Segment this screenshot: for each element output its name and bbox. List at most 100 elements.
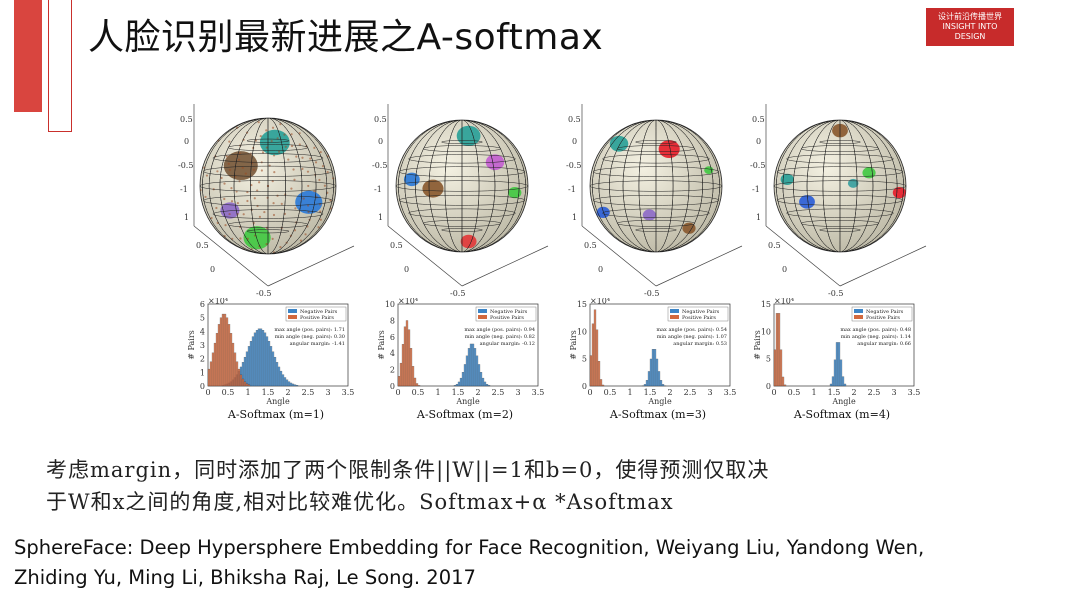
sphere-latitude (246, 229, 290, 234)
histogram-bar (251, 336, 255, 387)
sphere-latitude (602, 154, 710, 164)
histogram-bar (651, 349, 655, 387)
sphere-tick-label: -0.5 (178, 161, 193, 170)
histogram-bar (411, 366, 415, 387)
sphere-meridian (782, 120, 898, 252)
histogram-bar (781, 376, 785, 387)
sphere-axis (193, 225, 269, 287)
sphere-point (284, 145, 287, 148)
body-text-line1: 考虑margin，同时添加了两个限制条件||W||=1和b=0，使得预测仅取决 (46, 458, 770, 482)
y-tick-label: 15 (577, 300, 587, 309)
sphere-point (228, 212, 231, 216)
histogram-bar (465, 355, 469, 387)
y-scale-label: ×10⁴ (208, 298, 228, 306)
y-tick-label: 0 (582, 382, 587, 391)
histogram-bar (777, 313, 781, 387)
sphere-point (292, 168, 295, 171)
histogram-bar (293, 384, 297, 387)
histogram-bar (773, 349, 777, 387)
sphere-plot-m3: 0.5 0 -0.5 -1 1 0.5 0 -0.5 (566, 104, 743, 296)
histogram-bar (223, 313, 227, 387)
sphere-point (323, 184, 326, 187)
sphere-point (306, 170, 310, 173)
sphere-content (590, 120, 722, 252)
y-scale-label: ×10⁴ (398, 298, 418, 306)
sphere-tick-label: -0.5 (450, 289, 465, 296)
histogram-bar (473, 348, 477, 387)
sphere-point (271, 237, 274, 241)
sphere-cluster (508, 186, 522, 199)
x-tick-label: 2 (851, 388, 856, 397)
sphere-latitude (786, 208, 894, 218)
histogram-bar (267, 341, 271, 387)
sphere-point (307, 184, 310, 188)
sphere-meridian (609, 120, 703, 252)
histogram-bar (835, 342, 839, 387)
sphere-tick-label: 0 (378, 137, 383, 146)
x-tick-label: 2 (667, 388, 672, 397)
sphere-point (279, 123, 282, 126)
sphere-point (279, 245, 282, 249)
sphere-latitude (819, 228, 861, 232)
sphere-meridian (444, 120, 480, 252)
sphere-point (321, 165, 325, 168)
sphere-tick-label: 0.5 (196, 241, 209, 250)
histogram-bar (261, 330, 265, 387)
legend-label: Positive Pairs (682, 315, 716, 321)
sphere-content (200, 118, 336, 254)
sphere-point (266, 184, 270, 188)
histogram-m1: 0 1 2 3 4 5 6 0 0.5 1 1.5 2 2.5 3 3.5 ×10⁴ Angle # Pairs N… (187, 298, 354, 406)
histogram-bar (471, 343, 475, 387)
sphere-point (230, 187, 233, 190)
legend-label: Negative Pairs (866, 309, 904, 315)
sphere-cluster (642, 209, 656, 221)
histogram-bar (477, 364, 481, 387)
histogram-bar (211, 352, 215, 387)
histogram-bar (661, 384, 665, 387)
x-tick-label: 0.5 (222, 388, 235, 397)
sphere-cluster (780, 173, 794, 186)
legend-label: Positive Pairs (300, 315, 334, 321)
x-tick-label: 2 (285, 388, 290, 397)
sphere-latitude (774, 180, 906, 192)
histogram-bar (259, 328, 263, 387)
sphere-point (258, 181, 261, 184)
stats-label: min angle (neg. pairs): 0.82 (465, 333, 535, 340)
sphere-latitude (246, 138, 290, 143)
sphere-latitude (212, 153, 324, 163)
sphere-meridian (638, 120, 674, 252)
sphere-point (244, 172, 247, 175)
sphere-tick-label: -0.5 (256, 289, 271, 296)
sphere-content (396, 120, 528, 252)
sphere-point (200, 189, 202, 192)
sphere-point (287, 158, 290, 161)
sphere-tick-label: -0.5 (750, 161, 765, 170)
sphere-point (227, 162, 230, 165)
sphere-point (290, 187, 293, 190)
sphere-cluster (609, 135, 629, 152)
histogram-bar (645, 380, 649, 387)
sphere-tick-label: -0.5 (644, 289, 659, 296)
histogram-bar (289, 382, 293, 387)
y-tick-label: 10 (761, 327, 771, 336)
sphere-point (272, 154, 276, 157)
sphere-tick-label: 1 (378, 213, 383, 222)
sphere-latitude (203, 195, 333, 207)
sphere-point (319, 150, 322, 154)
histogram-bar (221, 313, 225, 387)
y-tick-label: 3 (200, 341, 205, 350)
sphere-point (260, 169, 263, 172)
sphere-point (307, 210, 310, 214)
y-tick-label: 0 (766, 382, 771, 391)
histogram-bar (417, 385, 421, 387)
histogram-bar (245, 383, 249, 387)
histogram-bar (599, 379, 603, 387)
legend-swatch-negative (288, 309, 297, 313)
sphere-tick-label: 0.5 (584, 241, 597, 250)
sphere-point (277, 150, 281, 153)
x-tick-label: 3 (707, 388, 712, 397)
caption-m2: A-Softmax (m=2) (416, 408, 514, 421)
sphere-axis (655, 245, 743, 287)
sphere-latitude (786, 154, 894, 164)
sphere-latitude (592, 195, 720, 206)
